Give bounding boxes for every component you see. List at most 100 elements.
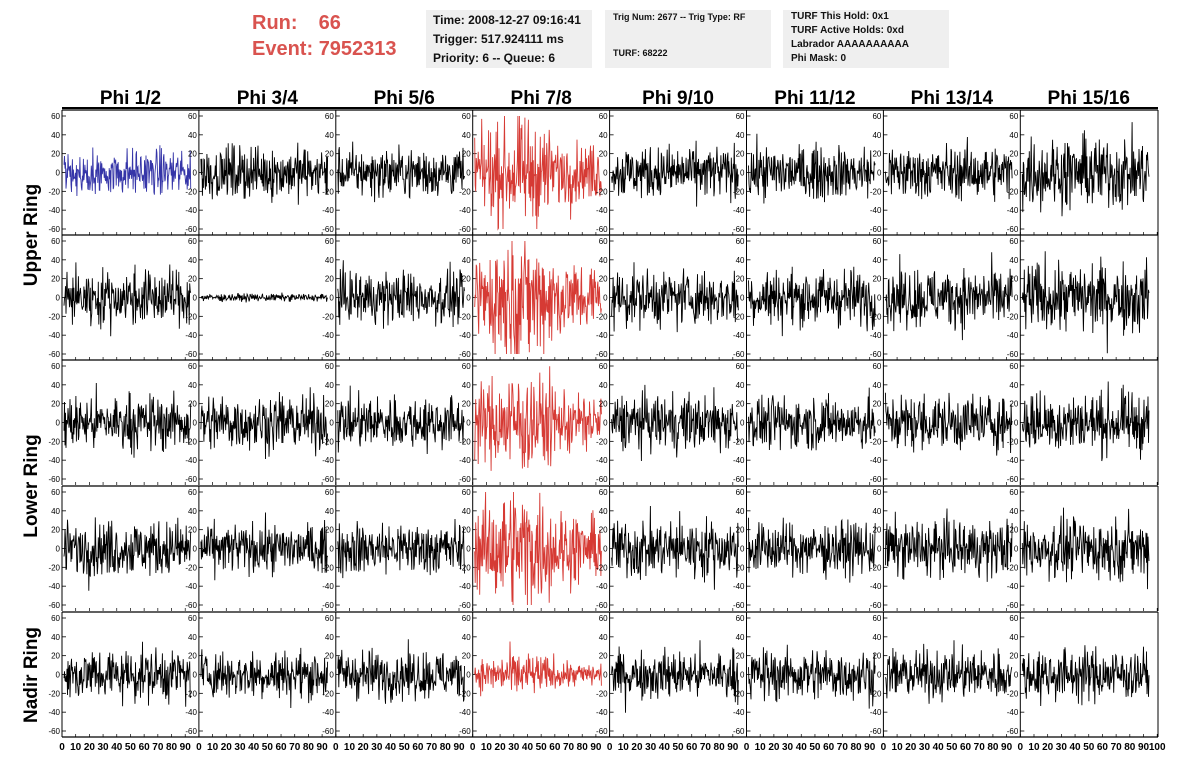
y-tick-label: 20 <box>736 400 745 409</box>
waveform-1-6 <box>748 133 876 204</box>
y-tick-label: -60 <box>459 350 471 359</box>
y-tick-label: -20 <box>733 312 745 321</box>
y-tick-label: -40 <box>596 456 608 465</box>
y-tick-label: -60 <box>733 727 745 736</box>
phi-mask-text: Phi Mask: 0 <box>791 53 847 64</box>
y-tick-label: -60 <box>596 727 608 736</box>
y-tick-label: 40 <box>1009 633 1018 642</box>
y-tick-label: -20 <box>185 187 197 196</box>
y-tick-label: -20 <box>1007 689 1019 698</box>
x-tick-label: 90 <box>1001 742 1013 753</box>
waveform-4-7 <box>884 508 1013 582</box>
y-tick-label: 0 <box>56 545 61 554</box>
y-tick-label: 20 <box>1009 400 1018 409</box>
y-tick-label: 60 <box>325 237 334 246</box>
y-tick-label: 20 <box>325 400 334 409</box>
x-tick-label: 90 <box>180 742 192 753</box>
y-tick-label: 60 <box>736 614 745 623</box>
x-tick-label: 0 <box>744 742 750 753</box>
y-tick-label: 0 <box>466 169 471 178</box>
x-tick-label: 80 <box>166 742 178 753</box>
y-tick-label: -20 <box>870 312 882 321</box>
y-tick-label: 20 <box>1009 150 1018 159</box>
y-tick-label: -60 <box>1007 225 1019 234</box>
y-tick-label: -40 <box>870 708 882 717</box>
y-tick-label: -60 <box>322 225 334 234</box>
x-tick-label: 30 <box>371 742 383 753</box>
y-tick-label: 60 <box>188 237 197 246</box>
x-tick-label: 40 <box>385 742 397 753</box>
y-tick-label: 0 <box>877 545 882 554</box>
y-tick-label: -60 <box>870 350 882 359</box>
y-tick-label: 20 <box>51 652 60 661</box>
y-tick-label: -40 <box>1007 582 1019 591</box>
y-tick-label: 60 <box>1009 362 1018 371</box>
y-tick-label: 40 <box>462 507 471 516</box>
y-tick-label: 0 <box>740 169 745 178</box>
waveform-4-5 <box>611 505 739 590</box>
waveform-1-8 <box>1021 122 1150 217</box>
y-tick-label: -20 <box>596 312 608 321</box>
y-tick-label: 0 <box>192 294 197 303</box>
x-tick-label: 0 <box>470 742 476 753</box>
y-tick-label: 20 <box>872 652 881 661</box>
y-tick-label: 40 <box>51 633 60 642</box>
turf-active-text: TURF Active Holds: 0xd <box>791 25 904 36</box>
y-tick-label: 60 <box>599 488 608 497</box>
x-tick-label: 10 <box>1028 742 1040 753</box>
y-tick-label: 60 <box>599 112 608 121</box>
y-tick-label: -40 <box>322 206 334 215</box>
x-tick-label: 70 <box>974 742 986 753</box>
y-tick-label: 40 <box>51 381 60 390</box>
y-tick-label: -40 <box>1007 331 1019 340</box>
y-tick-label: -40 <box>870 456 882 465</box>
y-tick-label: -20 <box>322 689 334 698</box>
y-tick-label: -40 <box>1007 206 1019 215</box>
x-tick-label: 70 <box>700 742 712 753</box>
y-tick-label: -20 <box>48 437 60 446</box>
y-tick-label: -20 <box>1007 312 1019 321</box>
x-tick-label: 30 <box>645 742 657 753</box>
y-tick-label: 60 <box>188 112 197 121</box>
y-tick-label: 60 <box>1009 237 1018 246</box>
x-tick-label: 80 <box>303 742 315 753</box>
y-tick-label: -20 <box>322 437 334 446</box>
waveform-2-7 <box>884 252 1013 341</box>
y-tick-label: -60 <box>733 475 745 484</box>
y-tick-label: 0 <box>192 169 197 178</box>
y-tick-label: -40 <box>459 206 471 215</box>
y-tick-label: 60 <box>462 237 471 246</box>
y-tick-label: 20 <box>872 150 881 159</box>
y-tick-label: -60 <box>1007 727 1019 736</box>
y-tick-label: -40 <box>459 708 471 717</box>
y-tick-label: -20 <box>733 689 745 698</box>
run-value: 66 <box>318 12 341 34</box>
column-header-3: Phi 5/6 <box>374 88 435 109</box>
y-tick-label: 60 <box>325 362 334 371</box>
y-tick-label: -40 <box>733 456 745 465</box>
waveform-5-3 <box>337 639 465 704</box>
y-tick-label: -60 <box>459 475 471 484</box>
y-tick-label: 0 <box>740 545 745 554</box>
x-tick-label: 20 <box>84 742 96 753</box>
x-tick-label: 20 <box>631 742 643 753</box>
y-tick-label: -40 <box>596 206 608 215</box>
y-tick-label: -40 <box>48 708 60 717</box>
y-tick-label: 0 <box>56 169 61 178</box>
y-tick-label: 0 <box>1014 671 1019 680</box>
y-tick-label: 40 <box>188 131 197 140</box>
y-tick-label: 20 <box>325 150 334 159</box>
y-tick-label: -60 <box>459 601 471 610</box>
y-tick-label: 20 <box>462 526 471 535</box>
y-tick-label: -60 <box>185 475 197 484</box>
waveform-1-3 <box>337 141 465 203</box>
y-tick-label: 40 <box>599 507 608 516</box>
y-tick-label: 60 <box>872 237 881 246</box>
ring-label-3: Nadir Ring <box>21 627 42 723</box>
y-tick-label: 20 <box>599 400 608 409</box>
y-tick-label: -40 <box>48 331 60 340</box>
x-tick-label: 60 <box>823 742 835 753</box>
x-tick-label: 80 <box>850 742 862 753</box>
x-tick-label: 90 <box>453 742 465 753</box>
y-tick-label: 0 <box>603 294 608 303</box>
